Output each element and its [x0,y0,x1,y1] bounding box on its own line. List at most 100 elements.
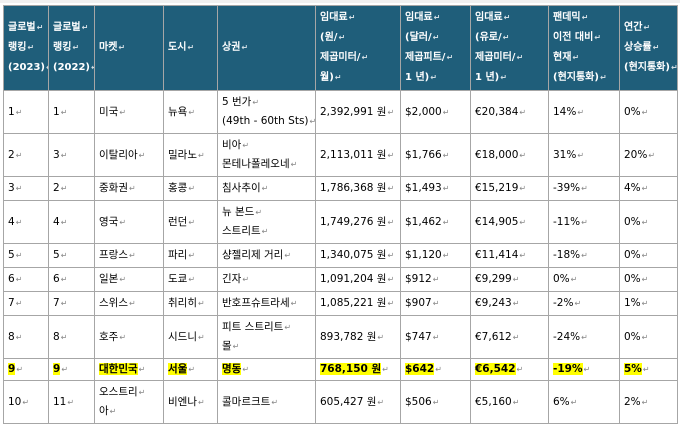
table-cell: 8↵ [48,315,95,359]
table-cell: 1,786,368 원↵ [315,176,401,201]
paragraph-mark: ↵ [594,33,601,42]
cell-text: 5 번가 [222,96,252,108]
cell-text: 6 [53,273,60,285]
column-header: 임대료↵ (원/↵ 제곱미터/↵ 월)↵ [315,5,401,91]
paragraph-mark: ↵ [81,23,89,32]
cell-text: 5 [53,249,60,261]
column-header: 상권↵ [217,5,316,91]
paragraph-mark: ↵ [188,275,196,284]
cell-text: 7 [53,297,60,309]
paragraph-mark: ↵ [581,332,588,342]
cell-text: 콜마르크트 [222,395,271,408]
cell-text: 20% [624,148,648,161]
cell-text: 홍콩 [168,182,188,194]
cell-text: 서울 [168,363,188,375]
paragraph-mark: ↵ [271,397,279,407]
cell-text: 2% [624,395,641,408]
paragraph-mark: ↵ [60,184,68,193]
paragraph-mark: ↵ [512,275,520,284]
cell-text: 0% [624,249,641,261]
table-cell: 0%↵ [619,200,678,244]
header-text: 글로벌 [8,22,36,33]
table-cell: 스위스↵ [94,291,164,316]
paragraph-mark: ↵ [670,63,678,72]
cell-text: 밀라노 [168,148,197,161]
table-cell: 서울↵ [163,358,218,381]
paragraph-mark: ↵ [377,332,385,342]
table-row: 5↵ 5↵ 프랑스↵ 파리↵ 샹젤리제 거리↵ 1,340,075 원↵ $1,120↵ €1… [3,243,678,268]
paragraph-mark: ↵ [435,365,442,374]
table-cell: $907↵ [400,291,471,316]
cell-text: $747 [405,330,432,343]
cell-text: 샹젤리제 거리 [222,249,284,261]
paragraph-mark: ↵ [60,299,68,308]
header-text: (유로/ [475,32,502,43]
header-text: (원/ [320,32,338,43]
table-row: 3↵ 2↵ 중화권↵ 홍콩↵ 침사추이↵ 1,786,368 원↵ $1,493↵ €15,2… [3,176,678,201]
paragraph-mark: ↵ [652,43,660,52]
column-header: 글로벌↵랭킹↵(2022)↵ [48,5,95,91]
table-cell: $1,120↵ [400,243,471,268]
header-text: 제곱미터/ [475,52,516,63]
cell-text: 뉴 본드 [222,206,255,218]
paragraph-mark: ↵ [581,251,588,260]
paragraph-mark: ↵ [377,397,385,407]
paragraph-mark: ↵ [581,184,588,193]
table-cell: 5↵ [48,243,95,268]
cell-text: $1,493 [405,182,442,194]
paragraph-mark: ↵ [641,299,649,308]
cell-text: 스트리트 [222,225,261,237]
table-cell: 홍콩↵ [163,176,218,201]
table-row: 7↵ 7↵ 스위스↵ 취리히↵ 반호프슈트라세↵ 1,085,221 원↵ $907↵ €9,… [3,291,678,316]
paragraph-mark: ↵ [348,13,356,22]
paragraph-mark: ↵ [641,251,649,260]
table-cell: 프랑스↵ [94,243,164,268]
table-cell: 대한민국↵ [94,358,164,381]
paragraph-mark: ↵ [290,160,298,169]
cell-text: 4 [8,215,15,228]
table-cell: 6%↵ [548,380,620,424]
cell-text: 1 [8,105,15,118]
paragraph-mark: ↵ [641,275,649,284]
table-cell: 오스트리↵ 아↵ [94,380,164,424]
header-text: 글로벌 [53,22,81,33]
paragraph-mark: ↵ [442,150,450,160]
table-cell: -11%↵ [548,200,620,244]
cell-text: 미국 [99,105,119,118]
paragraph-mark: ↵ [387,184,395,193]
cell-text: 0% [624,330,641,343]
cell-text: 2 [53,182,60,194]
cell-text: 3 [53,148,60,161]
table-row: 4↵ 4↵ 영국↵ 런던↵ 뉴 본드↵ 스트리트↵ 1,749,276 원↵ $1,462↵ €… [3,200,678,244]
header-text: 랭킹 [8,42,27,53]
table-cell: $1,493↵ [400,176,471,201]
table-row: 8↵ 8↵ 호주↵ 시드니↵ 피트 스트리트↵ 몰↵ 893,782 원↵ $747↵ €7,6… [3,315,678,359]
paragraph-mark: ↵ [15,332,23,342]
paragraph-mark: ↵ [187,43,195,52]
table-cell: 0%↵ [548,267,620,292]
cell-text: €7,612 [475,330,512,343]
paragraph-mark: ↵ [188,107,196,117]
header-text: 마켓 [99,42,118,53]
table-cell: 밀라노↵ [163,133,218,177]
paragraph-mark: ↵ [27,43,35,52]
table-cell: 2↵ [48,176,95,201]
table-row-highlighted: 9↵ 9↵ 대한민국↵ 서울↵ 명동↵ 768,150 원↵ $642↵ €6,542↵ -19… [3,358,678,381]
table-cell: 5↵ [3,243,49,268]
cell-text: 0% [553,273,570,285]
cell-text: 0% [624,215,641,228]
cell-text: 호주 [99,330,119,343]
cell-text: 몬테나폴레오네 [222,158,290,170]
table-cell: 5 번가↵(49th - 60th Sts)↵ [217,90,316,134]
header-text: 이전 대비 [553,32,594,43]
table-cell: 3↵ [48,133,95,177]
table-cell: 1,749,276 원↵ [315,200,401,244]
paragraph-mark: ↵ [188,184,196,193]
paragraph-mark: ↵ [519,184,527,193]
table-cell: €7,612↵ [470,315,549,359]
rent-ranking-table: 글로벌↵랭킹↵(2023)↵글로벌↵랭킹↵(2022)↵마켓↵도시↵상권↵임대료… [3,5,678,424]
paragraph-mark: ↵ [641,397,649,407]
table-cell: 893,782 원↵ [315,315,401,359]
paragraph-mark: ↵ [641,184,649,193]
paragraph-mark: ↵ [197,332,205,342]
